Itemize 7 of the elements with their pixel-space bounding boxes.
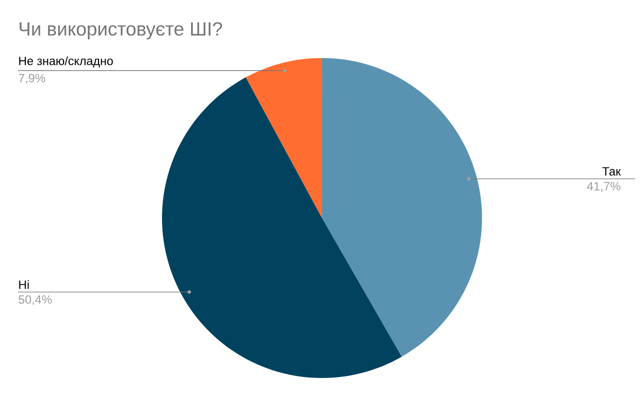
data-label: 41,7% xyxy=(587,182,620,192)
slice-label: Не знаю/складно xyxy=(19,56,113,68)
slice-label: Так xyxy=(602,167,621,176)
data-label: 7,9% xyxy=(18,74,46,84)
chart-title: Чи використовуєте ШІ? xyxy=(20,22,222,40)
slice-label: Ні xyxy=(19,280,29,289)
data-label: 50,4% xyxy=(18,295,52,306)
